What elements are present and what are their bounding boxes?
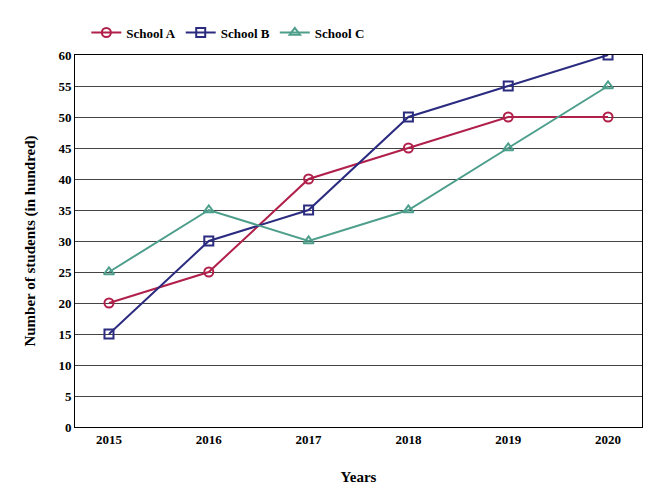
svg-text:35: 35 xyxy=(58,203,72,218)
svg-text:2018: 2018 xyxy=(395,432,422,447)
svg-text:10: 10 xyxy=(58,358,71,373)
svg-text:School C: School C xyxy=(315,26,364,41)
svg-text:25: 25 xyxy=(58,265,72,280)
svg-text:60: 60 xyxy=(58,48,71,63)
svg-text:2016: 2016 xyxy=(196,432,223,447)
svg-text:30: 30 xyxy=(58,234,71,249)
svg-text:55: 55 xyxy=(58,79,72,94)
svg-text:0: 0 xyxy=(65,420,72,435)
svg-text:5: 5 xyxy=(65,389,72,404)
svg-text:School B: School B xyxy=(221,26,270,41)
svg-text:School A: School A xyxy=(126,26,175,41)
svg-text:Number of students (in hundred: Number of students (in hundred) xyxy=(22,135,39,346)
svg-text:50: 50 xyxy=(58,110,71,125)
svg-text:Years: Years xyxy=(341,469,377,485)
svg-text:2015: 2015 xyxy=(96,432,123,447)
svg-text:2020: 2020 xyxy=(595,432,621,447)
svg-text:20: 20 xyxy=(58,296,71,311)
svg-text:45: 45 xyxy=(58,141,72,156)
svg-text:40: 40 xyxy=(58,172,71,187)
svg-text:2017: 2017 xyxy=(296,432,323,447)
svg-text:2019: 2019 xyxy=(495,432,521,447)
svg-text:15: 15 xyxy=(58,327,72,342)
